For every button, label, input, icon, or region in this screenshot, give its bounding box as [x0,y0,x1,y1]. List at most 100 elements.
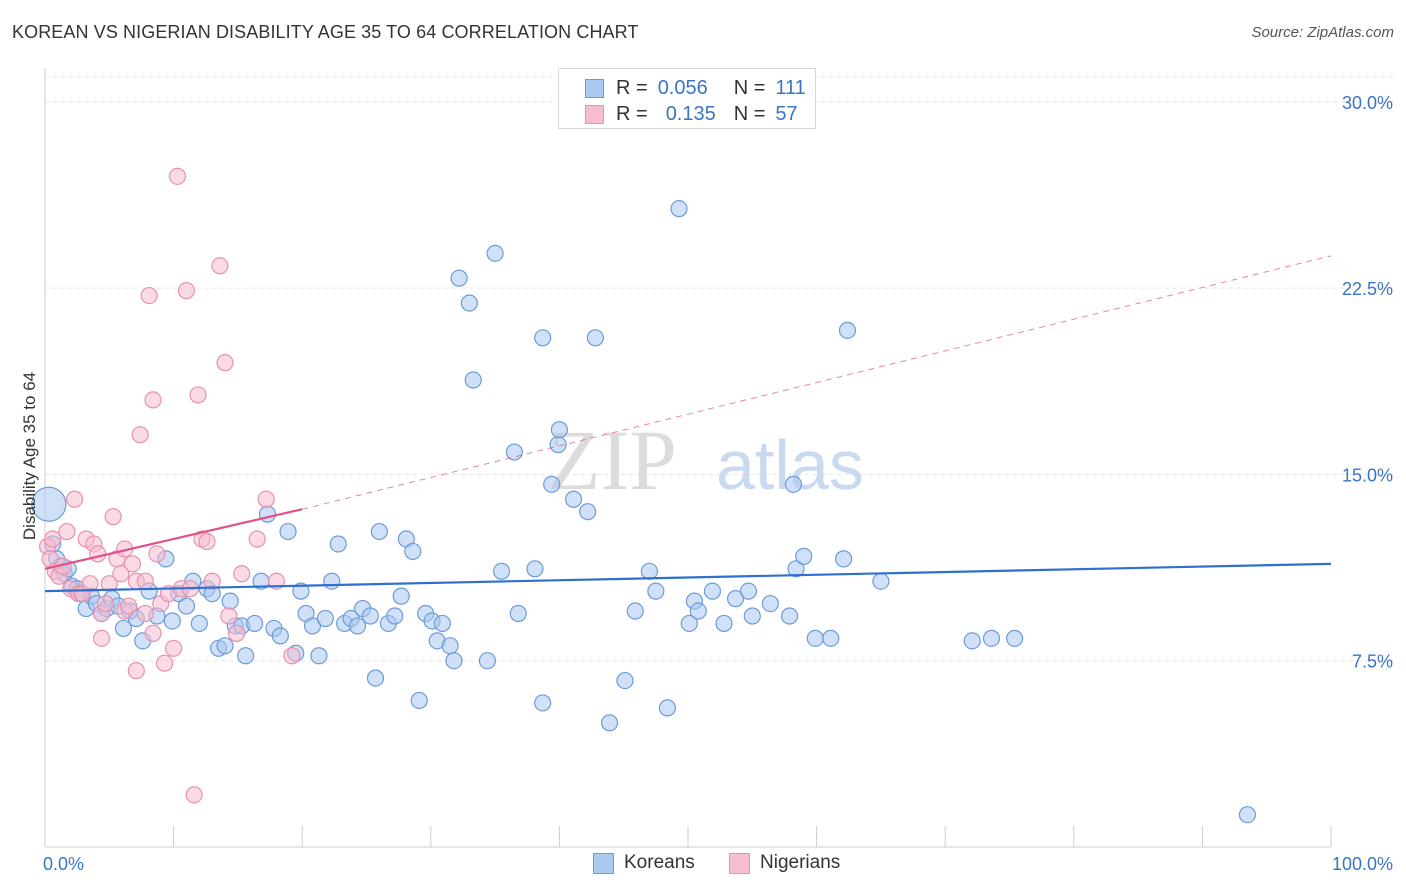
korean-point [550,421,569,439]
legend-r-label: R = [616,76,648,99]
korean-point [787,560,805,578]
korean-point [780,607,799,625]
korean-point [963,632,981,650]
nigerian-point [44,530,62,548]
nigerian-point [96,594,115,613]
legend-swatch-nigerians [585,104,604,124]
nigerian-point [155,654,174,672]
korean-point [564,490,583,508]
nigerian-point [144,391,162,409]
series-label-nigerians: Nigerians [760,852,841,873]
points-layer [31,167,1257,824]
y-axis-title: Disability Age 35 to 64 [20,371,39,541]
korean-point [822,629,840,647]
korean-point [626,602,644,620]
series-swatch-koreans [593,852,614,874]
korean-point [366,669,385,687]
korean-point [640,562,659,580]
korean-point [647,582,665,600]
nigerian-point [185,786,203,804]
korean-point [534,694,552,712]
nigerian-point [119,597,138,615]
nigerian-point [189,386,207,404]
nigerian-point [198,532,216,551]
y-tick-label: 7.5% [1352,652,1393,672]
chart-title: KOREAN VS NIGERIAN DISABILITY AGE 35 TO … [12,22,639,42]
nigerian-point [127,662,145,680]
series-legend-nigerians: Nigerians [729,852,840,874]
korean-point [163,612,181,630]
korean-point [680,614,698,633]
tick-label-layer: 7.5% 15.0% 22.5% 30.0% 0.0% 100.0% [43,93,1393,874]
legend-row-koreans: R = 0.056 N = 111 [585,75,806,101]
korean-point [190,614,208,633]
korean-point [433,614,451,633]
nigerian-point [65,490,84,508]
korean-point [114,619,133,638]
nigerian-trend-dashed [302,255,1332,510]
nigerian-point [131,426,149,444]
nigerian-point [203,572,221,590]
nigerian-point [136,572,154,590]
korean-point [258,505,277,523]
korean-point [445,652,463,670]
korean-point [329,535,347,553]
y-tick-label: 15.0% [1342,465,1393,485]
korean-point [370,522,388,541]
axis-layer [44,68,1332,848]
korean-point [761,594,779,613]
series-swatch-nigerians [729,852,750,874]
korean-point [509,604,527,623]
korean-point [316,609,334,628]
legend-r-value-nigerians: 0.135 [665,102,716,125]
korean-point [726,590,745,608]
korean-point [1006,629,1024,647]
korean-point [534,329,552,347]
korean-point [348,617,367,635]
nigerian-point [123,555,142,573]
nigerian-point [136,604,154,623]
legend-n-label: N = [733,102,766,125]
nigerian-point [81,575,99,593]
korean-point [616,671,634,690]
x-tick-label: 100.0% [1332,854,1393,874]
korean-point [743,607,761,625]
nigerian-point [168,167,187,185]
korean-point [177,597,196,615]
y-tick-label: 22.5% [1342,279,1393,299]
korean-point [715,614,733,633]
legend-r-value-koreans: 0.056 [657,76,708,99]
korean-point [246,614,264,633]
korean-point [838,321,857,339]
korean-point [361,607,379,625]
nigerian-point [92,629,111,647]
legend-n-value-nigerians: 57 [775,102,798,125]
series-legend-koreans: Koreans [593,852,695,874]
korean-point [279,522,297,541]
korean-point [670,200,688,218]
nigerian-point [211,257,229,275]
korean-point [492,562,511,580]
korean-point [784,475,803,493]
watermark-atlas: atlas [716,426,864,504]
nigerian-point [233,565,251,583]
nigerian-point [248,530,266,548]
korean-point [216,637,234,655]
nigerian-point [220,607,238,625]
korean-point [806,629,824,647]
nigerian-point [89,545,107,563]
legend-swatch-koreans [585,78,604,98]
korean-point [310,647,328,665]
korean-point [703,582,722,600]
korean-point [1238,806,1257,824]
korean-point [441,637,459,655]
series-legend: Koreans Nigerians [0,852,1406,878]
nigerian-point [148,545,166,563]
legend-n-label: N = [733,76,766,99]
nigerian-point [140,286,158,305]
korean-point [464,371,482,389]
korean-point [221,592,239,610]
korean-point [579,503,597,521]
nigerian-point [100,575,118,593]
